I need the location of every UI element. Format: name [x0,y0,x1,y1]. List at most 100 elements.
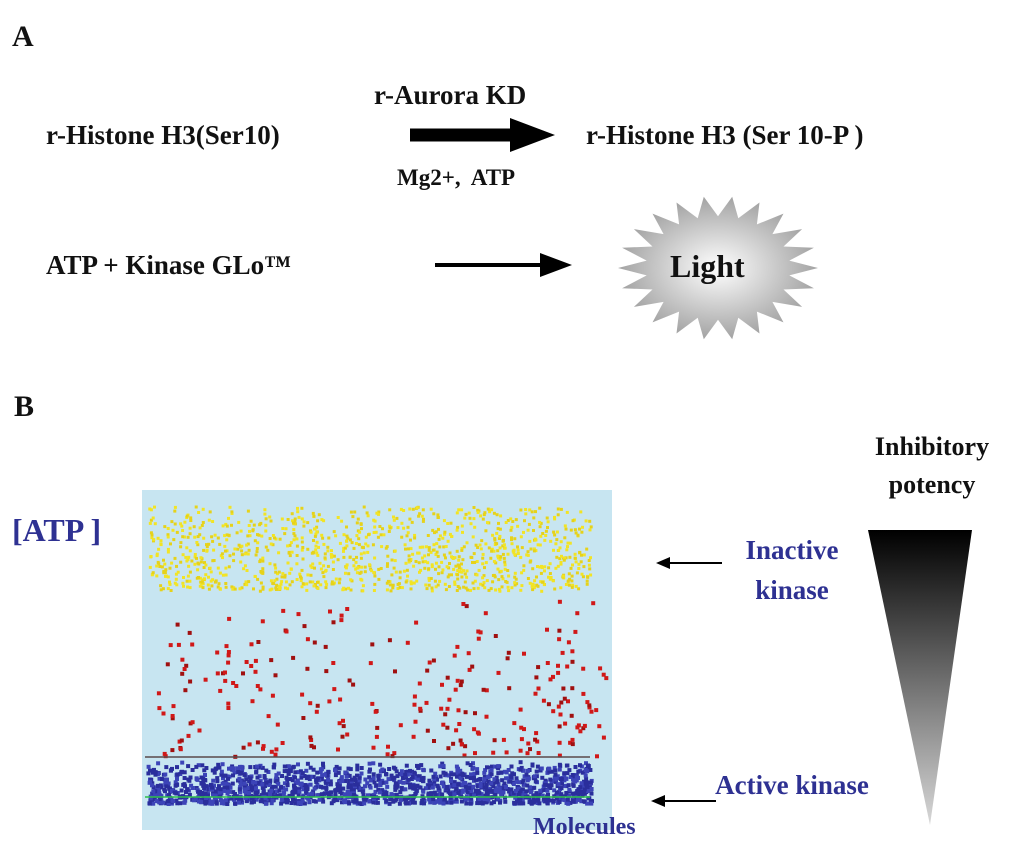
dot [452,653,457,658]
dot [544,529,548,533]
dot [484,542,488,546]
dot [483,566,486,570]
dot [462,569,465,573]
dot [224,549,227,553]
dot [202,783,206,788]
dot [540,793,545,798]
dot [310,566,314,569]
dot [415,777,420,782]
reaction-arrowhead [510,118,555,152]
panel-label: B [14,390,35,423]
dot [226,650,231,654]
dot [501,544,505,548]
dot [571,563,574,567]
dot [239,529,243,533]
dot [323,556,327,560]
dot [457,566,461,570]
dot [174,572,178,576]
dot [501,783,506,788]
dot [442,553,446,557]
dot [322,564,326,568]
dot [535,764,540,769]
dot [289,801,294,805]
dot [238,785,243,790]
dot [320,518,324,522]
dot [334,577,338,581]
dot [545,516,549,520]
dot [443,712,448,717]
dot [373,789,378,794]
dot [531,583,535,587]
dot [252,587,255,591]
dot [452,792,457,797]
dot [560,781,564,786]
dot [241,671,245,676]
dot [455,549,459,553]
dot [285,800,289,805]
dot [395,774,400,779]
dot [478,801,483,806]
dot [453,687,458,692]
dot [268,562,272,566]
dot [306,573,310,577]
dot [301,557,305,561]
dot [247,790,251,795]
dot [300,585,304,589]
dot [276,781,281,786]
dot [173,522,177,526]
dot [379,533,383,537]
dot [538,792,543,797]
dot [366,550,370,554]
dot [558,763,563,768]
dot [489,768,494,772]
dot [183,535,186,539]
dot [355,555,358,559]
dot [149,508,153,512]
dot [533,537,537,541]
dot [216,585,220,589]
dot [585,785,590,790]
dot [359,802,364,806]
dot [554,796,559,801]
dot [425,668,430,673]
dot [329,553,333,556]
dot [150,573,154,577]
dot [454,564,458,568]
dot [396,587,400,590]
dot [495,531,499,535]
dot [566,801,571,806]
dot [549,769,554,774]
dot [587,784,592,789]
dot [267,783,272,787]
dot [231,773,235,778]
dot [502,543,506,547]
dot [245,569,249,572]
dot [158,565,162,568]
dot [564,791,569,795]
dot [211,778,216,783]
dot [478,784,483,789]
dot [347,678,352,683]
dot [336,516,340,519]
dot [223,798,228,803]
dot [281,793,286,798]
dot [162,751,167,756]
dot [307,799,312,804]
dot [251,528,255,532]
dot [181,529,185,532]
dot [446,773,451,778]
dot [466,651,471,656]
dot [487,546,491,550]
dot [546,520,550,524]
dot [212,770,217,775]
dot [589,709,594,714]
dot [300,568,304,572]
dot [259,558,263,562]
dot [496,554,500,558]
detection-arrowhead [540,253,572,277]
dot [441,763,446,768]
dot [175,530,179,534]
dot [281,786,286,790]
dot [233,587,237,591]
dot [440,571,444,575]
